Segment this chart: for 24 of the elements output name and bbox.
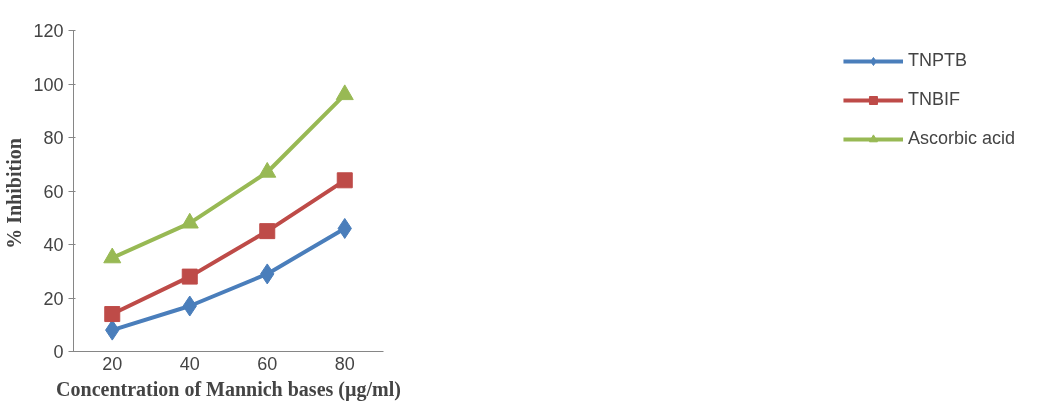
- y-tick-label: 20: [43, 288, 64, 309]
- point: [181, 268, 198, 285]
- x-tick-label: 60: [257, 353, 278, 374]
- legend-label: Ascorbic acid: [907, 128, 1015, 149]
- legend-label: TNBIF: [907, 89, 960, 110]
- y-tick-label: 80: [43, 128, 64, 148]
- y-tick-label: 60: [43, 181, 64, 202]
- legend-label: TNPTB: [907, 50, 967, 71]
- x-tick-label: 40: [179, 353, 200, 374]
- y-tick-label: 0: [53, 342, 64, 362]
- point: [104, 306, 121, 323]
- x-tick-label: 20: [102, 353, 123, 374]
- y-axis-title: % Inhibition: [3, 138, 26, 249]
- y-tick-label: 100: [33, 74, 64, 95]
- y-tick-label: 120: [33, 21, 64, 41]
- point: [258, 161, 277, 178]
- point: [335, 84, 354, 101]
- y-tick-label: 40: [43, 235, 64, 255]
- point: [259, 223, 276, 240]
- point: [180, 212, 199, 229]
- x-tick-label: 80: [334, 353, 355, 374]
- point: [103, 247, 122, 264]
- point: [336, 172, 353, 189]
- x-axis-title: Concentration of Mannich bases (µg/ml): [56, 377, 401, 401]
